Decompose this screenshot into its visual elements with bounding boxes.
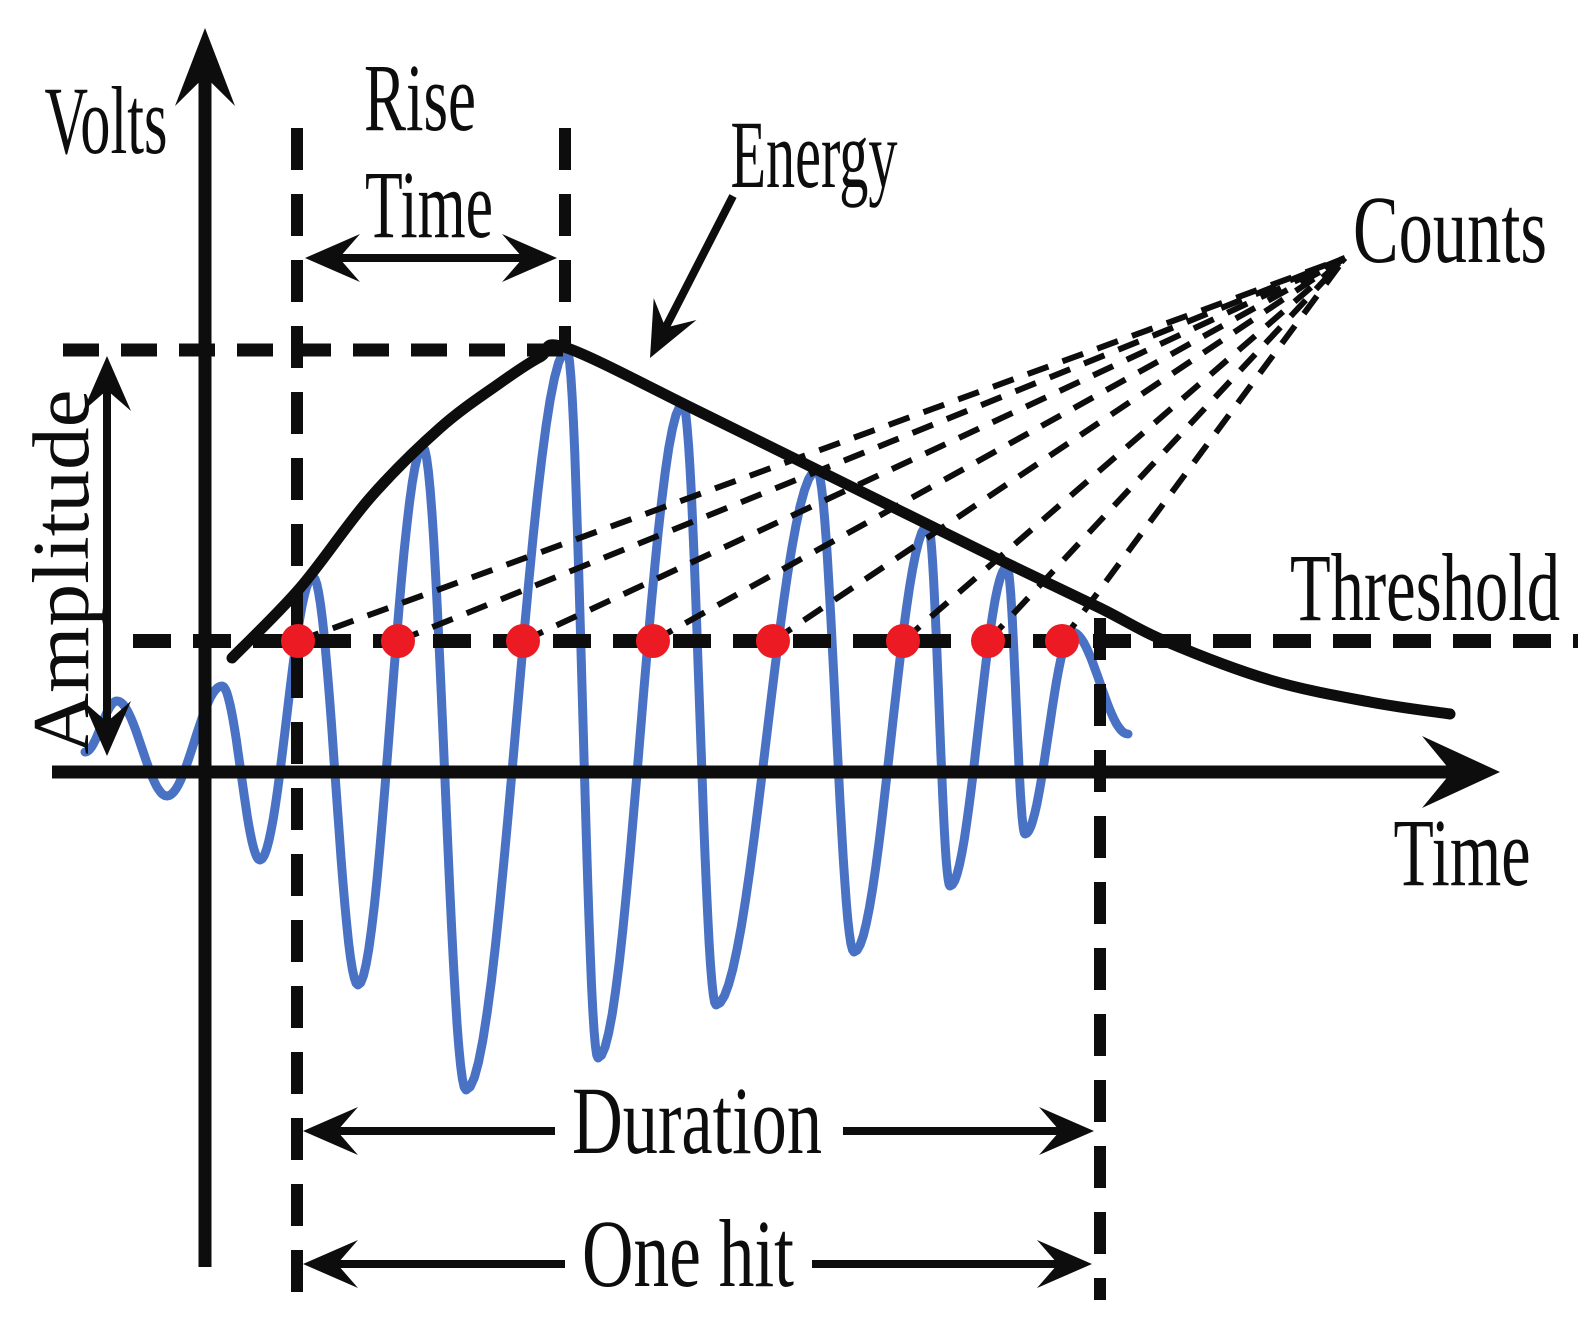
count-dot-1 — [281, 624, 315, 658]
amplitude-arrow-start-head — [83, 356, 131, 411]
count-dot-6 — [886, 624, 920, 658]
rise-time-arrow-end-head — [502, 234, 557, 282]
duration-label: Duration — [572, 1067, 822, 1174]
count-ray-7 — [985, 255, 1348, 644]
threshold-label: Threshold — [1290, 534, 1560, 641]
count-dot-4 — [636, 624, 670, 658]
count-ray-1 — [296, 255, 1347, 644]
count-dot-3 — [506, 624, 540, 658]
amplitude-arrow-end-head — [83, 701, 131, 756]
energy-arrow-end-head — [650, 298, 697, 358]
count-dot-7 — [971, 624, 1005, 658]
energy-label: Energy — [731, 101, 898, 208]
one-hit-arrow-left-start-head — [303, 1240, 358, 1288]
count-ray-4 — [651, 255, 1347, 644]
count-ray-3 — [521, 255, 1347, 644]
count-ray-8 — [1059, 256, 1348, 643]
count-ray-5 — [771, 255, 1347, 644]
count-dot-5 — [756, 624, 790, 658]
signal-waveform — [80, 345, 1133, 1095]
rise-time-label-line2: Time — [365, 151, 493, 258]
y-axis-arrow-head — [175, 28, 235, 106]
amplitude-label: Amplitude — [18, 389, 106, 754]
count-dot-2 — [381, 624, 415, 658]
x-axis-arrow-head — [1422, 736, 1500, 808]
counts-label: Counts — [1353, 176, 1547, 283]
count-ray-2 — [396, 255, 1347, 644]
one-hit-arrow-right-end-head — [1037, 1240, 1092, 1288]
energy-arrow — [660, 194, 737, 333]
one-hit-label: One hit — [582, 1200, 794, 1307]
rise-time-arrow-start-head — [305, 234, 360, 282]
count-ray-6 — [901, 255, 1347, 644]
rise-time-label-line1: Rise — [364, 44, 476, 151]
duration-arrow-left-start-head — [303, 1107, 358, 1155]
count-dot-8 — [1045, 624, 1079, 658]
y-axis-label: Volts — [45, 67, 168, 174]
energy-envelope-curve — [226, 339, 1456, 720]
x-axis-label: Time — [1394, 799, 1531, 906]
duration-arrow-right-end-head — [1039, 1107, 1094, 1155]
